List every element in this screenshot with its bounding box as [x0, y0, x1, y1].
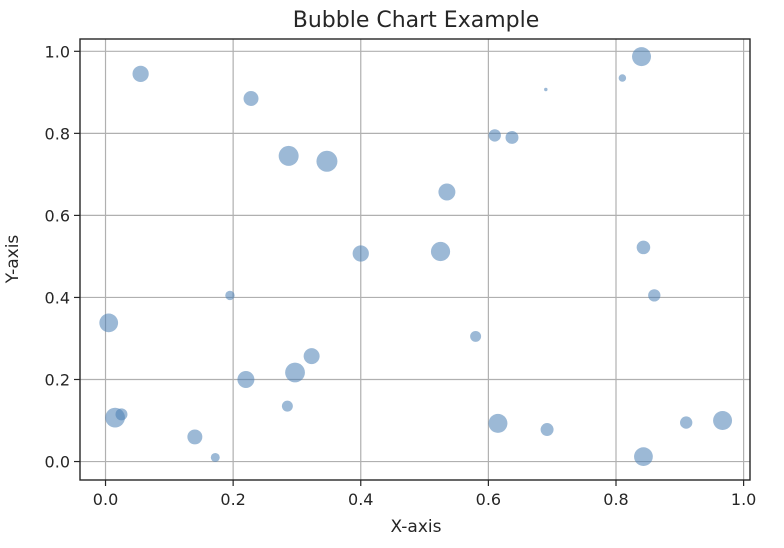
bubble-point: [680, 416, 693, 429]
grid: [80, 39, 750, 480]
bubble-point: [430, 241, 451, 262]
y-tick-label: 0.6: [45, 206, 70, 225]
bubble-point: [281, 400, 293, 412]
y-axis-label: Y-axis: [3, 235, 23, 285]
bubble-point: [470, 330, 482, 342]
y-tick-label: 1.0: [45, 42, 70, 61]
bubble-point: [618, 74, 627, 82]
x-tick-label: 0.6: [476, 490, 501, 509]
bubble-point: [278, 145, 299, 166]
bubble-point: [713, 411, 733, 431]
y-tick-label: 0.8: [45, 124, 70, 143]
bubble-point: [632, 47, 652, 67]
bubble-point: [634, 447, 653, 466]
x-tick-label: 0.2: [220, 490, 245, 509]
bubble-point: [636, 240, 651, 255]
y-tick-label: 0.2: [45, 370, 70, 389]
bubble-point: [505, 130, 519, 144]
bubble-point: [303, 348, 320, 365]
bubble-point: [544, 87, 548, 92]
bubble-series: [99, 47, 733, 466]
bubble-point: [285, 362, 305, 383]
x-tick-label: 0.0: [93, 490, 118, 509]
y-tick-label: 0.4: [45, 288, 70, 307]
x-tick-label: 0.8: [603, 490, 628, 509]
bubble-point: [132, 65, 149, 82]
bubble-point: [225, 290, 235, 301]
bubble-point: [99, 313, 119, 333]
chart-title: Bubble Chart Example: [293, 8, 540, 33]
axis-ticks: 0.0 0.2 0.4 0.6 0.8 1.0 0.0 0.2 0.4 0.6 0.8 1.0: [45, 42, 757, 509]
bubble-point: [648, 289, 661, 302]
x-tick-label: 0.4: [348, 490, 373, 509]
bubble-point: [115, 408, 128, 421]
bubble-point: [488, 413, 508, 433]
x-tick-label: 1.0: [731, 490, 756, 509]
bubble-point: [488, 129, 501, 142]
bubble-point: [316, 150, 338, 172]
bubble-point: [438, 183, 456, 201]
axes-frame: [79, 38, 751, 481]
bubble-point: [243, 91, 259, 106]
y-tick-label: 0.0: [45, 453, 70, 472]
bubble-point: [187, 429, 203, 445]
bubble-point: [237, 371, 255, 388]
x-axis-label: X-axis: [391, 517, 442, 537]
bubble-point: [210, 452, 220, 462]
bubble-point: [540, 423, 554, 437]
bubble-point: [352, 245, 369, 262]
